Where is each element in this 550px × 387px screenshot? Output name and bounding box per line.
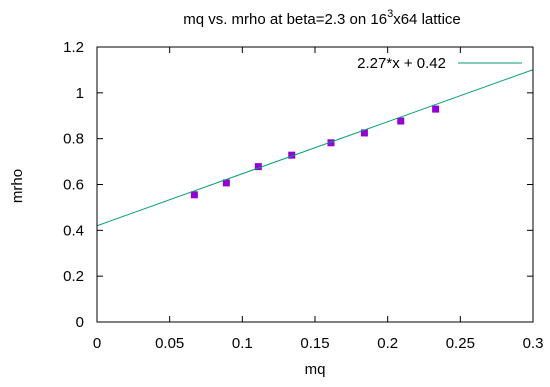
y-tick-label: 0.2: [63, 268, 84, 285]
x-tick-label: 0.05: [155, 335, 184, 352]
y-tick-label: 0: [76, 314, 84, 331]
x-tick-label: 0: [93, 335, 101, 352]
y-tick-label: 1: [76, 85, 84, 102]
plot-frame: [96, 46, 534, 323]
title-suffix: x64 lattice: [393, 11, 461, 28]
data-point: [190, 191, 198, 199]
title-superscript: 3: [387, 8, 393, 20]
x-tick-label: 0.2: [377, 335, 398, 352]
y-axis-label: mrho: [9, 169, 26, 203]
data-point: [288, 151, 296, 159]
data-point: [432, 105, 440, 113]
data-point: [222, 179, 230, 187]
y-tick-label: 0.4: [63, 222, 84, 239]
title-prefix: mq vs. mrho at beta=2.3 on 16: [183, 11, 387, 28]
data-point: [360, 129, 368, 137]
data-point: [327, 139, 335, 147]
y-tick-label: 0.8: [63, 131, 84, 148]
chart-title: mq vs. mrho at beta=2.3 on 163x64 lattic…: [183, 8, 461, 28]
y-tick-label: 1.2: [63, 39, 84, 56]
data-point: [254, 163, 262, 171]
x-tick-label: 0.1: [232, 335, 253, 352]
legend: 2.27*x + 0.42: [357, 55, 522, 72]
fit-line: [97, 69, 533, 227]
y-tick-label: 0.6: [63, 177, 84, 194]
plot-area: 0 0.05 0.1 0.15 0.2 0.25 0.3 0 0.2 0.4 0.6 0.8 1 1.2: [63, 39, 543, 352]
x-tick-label: 0.15: [300, 335, 329, 352]
data-point: [397, 117, 405, 125]
x-axis-label: mq: [305, 361, 326, 378]
x-tick-label: 0.25: [446, 335, 475, 352]
legend-label: 2.27*x + 0.42: [357, 55, 446, 72]
x-tick-label: 0.3: [523, 335, 544, 352]
